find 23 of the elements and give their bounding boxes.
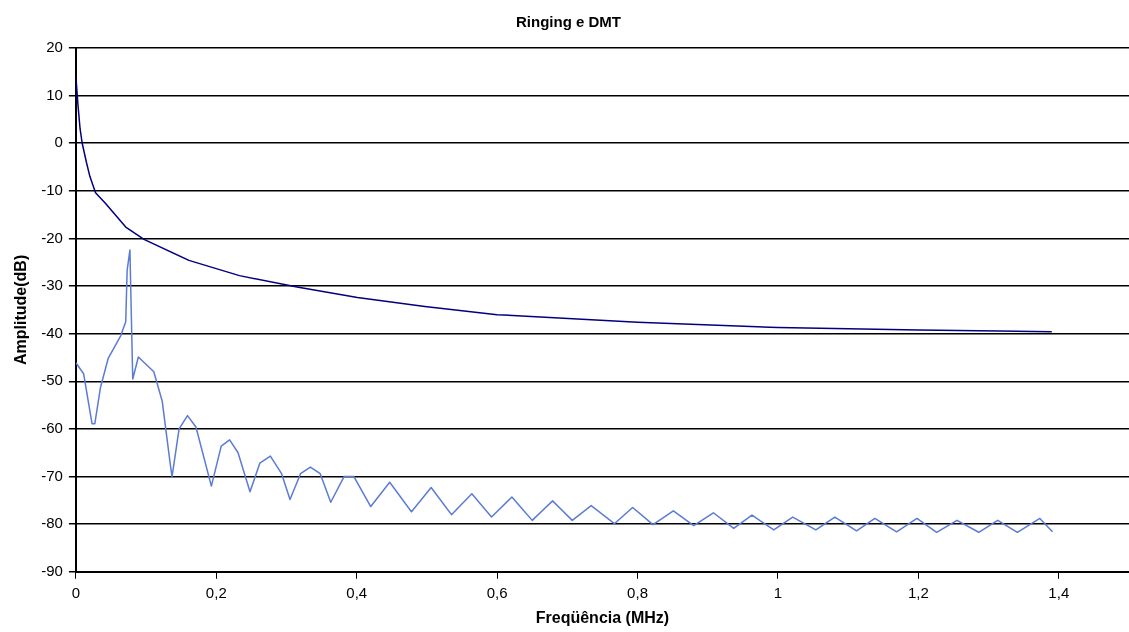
x-tick-label: 1 [773, 583, 783, 601]
y-tick-label: -80 [41, 514, 63, 532]
y-tick-label: -10 [41, 181, 63, 198]
y-tick-label: -60 [41, 419, 63, 437]
chart-title: Ringing e DMT [516, 13, 621, 31]
x-tick-label: 0 [71, 583, 81, 601]
y-tick-label: 10 [46, 85, 63, 103]
x-tick-label: 0,6 [486, 583, 508, 601]
y-tick-label: -50 [41, 371, 63, 389]
y-tick-label: -20 [41, 228, 63, 246]
x-axis-title: Freqüência (MHz) [535, 608, 670, 626]
y-tick-label: 0 [54, 133, 63, 151]
y-axis-title: Amplitude(dB) [12, 254, 30, 365]
y-tick-label: -30 [41, 276, 63, 294]
x-tick-label: 0,4 [346, 583, 368, 601]
y-tick-label: 20 [46, 38, 63, 56]
x-tick-label: 1,2 [907, 583, 929, 601]
y-tick-label: -90 [41, 561, 63, 579]
x-tick-label: 0,2 [205, 583, 227, 601]
x-tick-label: 1,4 [1048, 583, 1070, 601]
x-tick-label: 0,8 [627, 583, 648, 601]
y-tick-label: -70 [41, 466, 63, 484]
y-tick-label: -40 [41, 323, 63, 341]
